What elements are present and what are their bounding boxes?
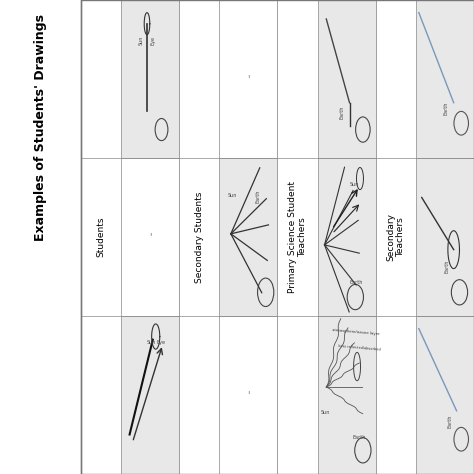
Text: Secondary Students: Secondary Students: [195, 191, 203, 283]
Text: Earth: Earth: [445, 259, 450, 273]
Bar: [179, 0, 219, 474]
Text: Earth: Earth: [339, 106, 345, 119]
Bar: [416, 316, 474, 474]
Text: Earth: Earth: [448, 414, 453, 428]
Bar: [318, 158, 375, 316]
Bar: [219, 316, 277, 474]
Bar: [121, 0, 179, 158]
Text: Earth: Earth: [349, 281, 363, 285]
Text: Examples of Students' Drawings: Examples of Students' Drawings: [34, 14, 47, 241]
Text: Sun: Sun: [147, 340, 156, 346]
Bar: [81, 0, 474, 474]
Bar: [416, 0, 474, 158]
Text: heat reflected/absorbed: heat reflected/absorbed: [338, 344, 381, 352]
Text: atmosphere/ozone layer: atmosphere/ozone layer: [332, 328, 380, 336]
Bar: [277, 0, 318, 474]
Text: ': ': [149, 232, 151, 242]
Bar: [318, 316, 375, 474]
Bar: [121, 316, 179, 474]
Text: Sun: Sun: [139, 36, 144, 45]
Text: Earth: Earth: [352, 435, 366, 440]
Text: Eye: Eye: [150, 36, 155, 45]
Bar: [375, 0, 416, 474]
Text: Sun: Sun: [321, 410, 330, 415]
Bar: [318, 0, 375, 158]
Text: Sun: Sun: [349, 182, 359, 187]
Bar: [121, 158, 179, 316]
Text: Secondary
Teachers: Secondary Teachers: [386, 213, 405, 261]
Bar: [219, 158, 277, 316]
Text: Students: Students: [96, 217, 105, 257]
Bar: [81, 0, 121, 474]
Text: Earth: Earth: [255, 190, 260, 203]
Text: Sun: Sun: [228, 193, 237, 199]
Text: ': ': [247, 390, 249, 400]
Text: Primary Science Student
Teachers: Primary Science Student Teachers: [288, 181, 307, 293]
Text: Earth: Earth: [444, 101, 448, 115]
Text: Eye: Eye: [157, 340, 166, 346]
Bar: [416, 158, 474, 316]
Text: ': ': [247, 74, 249, 84]
Bar: [219, 0, 277, 158]
